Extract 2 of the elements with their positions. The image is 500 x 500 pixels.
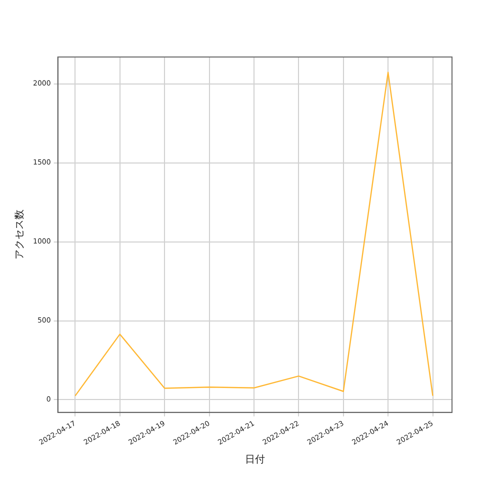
x-axis-title: 日付 [244,454,265,466]
y-axis-title: アクセス数 [14,210,26,260]
